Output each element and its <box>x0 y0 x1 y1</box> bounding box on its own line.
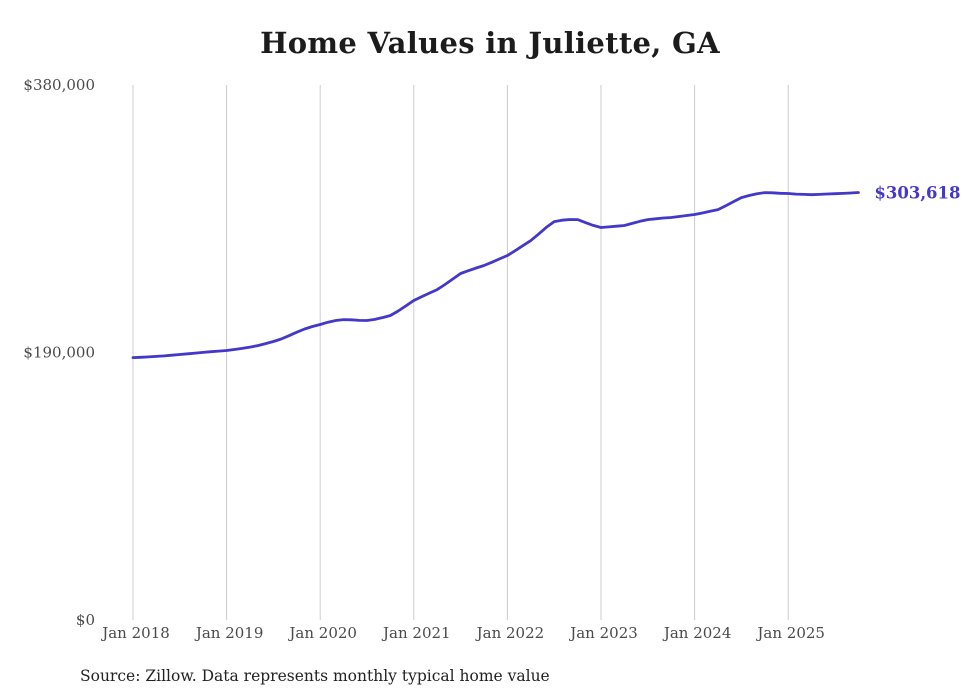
x-tick-label: Jan 2022 <box>475 624 545 642</box>
y-tick-label: $0 <box>76 611 95 629</box>
home-value-line-series <box>131 191 860 359</box>
x-tick-label: Jan 2025 <box>755 624 825 642</box>
x-tick-label: Jan 2023 <box>568 624 638 642</box>
x-tick-label: Jan 2021 <box>381 624 451 642</box>
chart-title: Home Values in Juliette, GA <box>260 26 720 60</box>
x-tick-label: Jan 2024 <box>662 624 732 642</box>
y-tick-label: $380,000 <box>23 76 95 94</box>
x-tick-label: Jan 2020 <box>287 624 357 642</box>
x-tick-label: Jan 2019 <box>194 624 264 642</box>
x-tick-label: Jan 2018 <box>100 624 170 642</box>
home-values-line-chart: Jan 2018 Jan 2019 Jan 2020 Jan 2021 Jan 2022… <box>23 76 960 642</box>
latest-value-label: $303,618 <box>874 184 960 203</box>
y-tick-label: $190,000 <box>23 344 95 362</box>
source-note: Source: Zillow. Data represents monthly … <box>80 667 550 685</box>
